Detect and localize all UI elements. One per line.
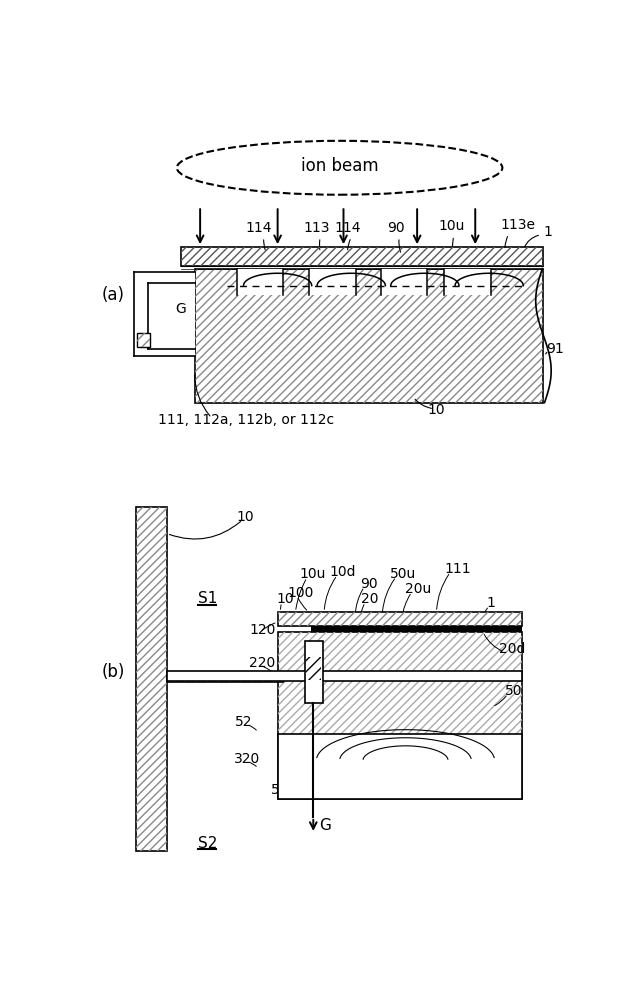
Bar [136,506,167,851]
Bar [180,247,543,266]
Bar [309,269,356,295]
Bar [307,656,321,680]
Bar [138,334,150,347]
Text: 1: 1 [543,225,552,238]
Bar [138,334,150,347]
Text: 113e: 113e [501,218,536,232]
Text: 320: 320 [234,752,260,766]
Bar [167,672,283,682]
Text: (a): (a) [102,285,125,304]
Text: S1: S1 [198,592,217,606]
Bar [278,632,522,800]
Text: 20: 20 [360,592,378,606]
Text: ion beam: ion beam [301,157,378,176]
Text: 111, 112a, 112b, or 112c: 111, 112a, 112b, or 112c [157,413,333,427]
Text: 100: 100 [288,586,314,599]
Text: 20d: 20d [499,642,525,656]
Text: 10d: 10d [330,565,356,579]
Text: 10: 10 [276,592,294,606]
Bar [278,612,522,626]
Bar [195,269,543,402]
Text: 10: 10 [428,403,445,417]
Bar [167,672,283,682]
Bar [167,671,522,682]
Bar [278,734,522,800]
Text: G: G [319,818,332,833]
Text: 50: 50 [505,685,522,698]
Bar [444,269,491,295]
Text: 111: 111 [444,562,471,576]
Text: 114: 114 [245,221,271,234]
Text: 113: 113 [303,221,330,234]
Text: 10: 10 [237,509,254,524]
Text: 1: 1 [487,595,496,610]
Text: S2: S2 [198,836,217,851]
Text: 90: 90 [360,577,378,591]
Bar [311,626,522,632]
Text: 20u: 20u [406,582,432,596]
Text: 52: 52 [235,715,253,729]
Text: 91: 91 [547,341,564,356]
Text: 520: 520 [388,787,415,800]
Bar [305,642,323,703]
Text: 10u: 10u [439,219,465,233]
Text: 90: 90 [387,221,405,234]
Bar [195,269,543,402]
Bar [136,506,167,851]
Text: 50u: 50u [390,567,416,581]
Text: G: G [175,302,186,316]
Bar [180,247,543,266]
Bar [381,269,428,295]
Text: (b): (b) [102,663,125,681]
Text: 10u: 10u [300,567,326,582]
Bar [278,632,522,800]
Text: 50d: 50d [271,783,298,797]
Text: 30: 30 [428,783,445,797]
Bar [278,612,522,626]
Bar [134,272,195,356]
Bar [237,269,283,295]
Text: 114: 114 [334,221,360,234]
Text: 120: 120 [249,623,275,637]
Text: 220: 220 [249,656,275,670]
